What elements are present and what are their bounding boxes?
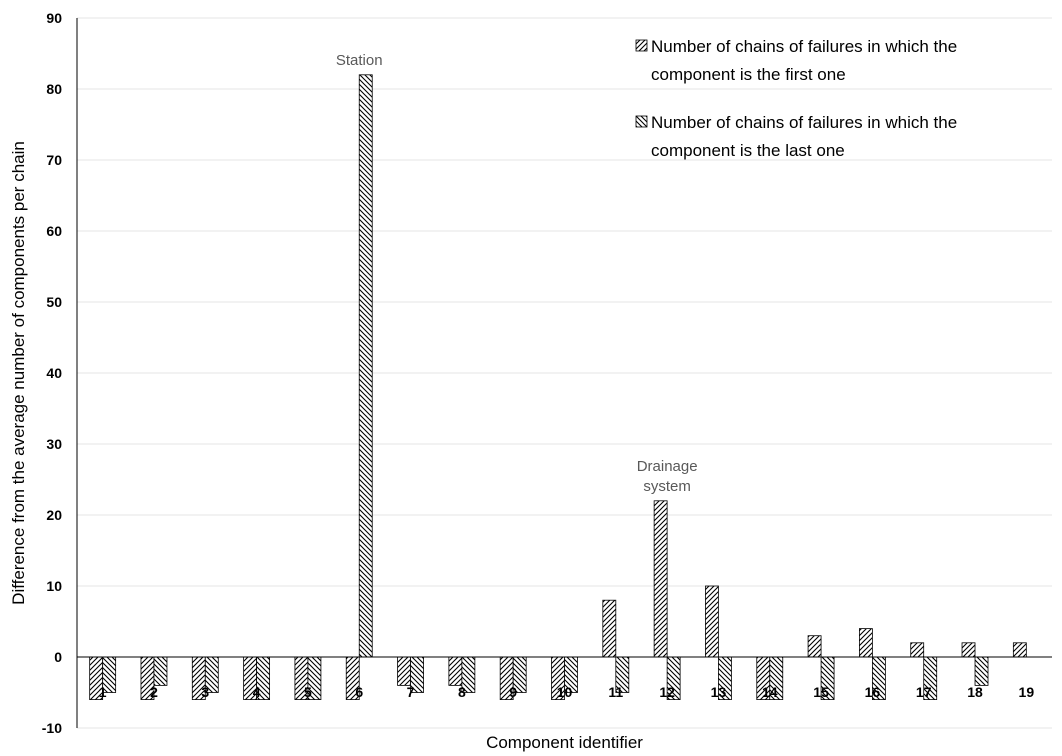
x-tick-label: 11	[608, 684, 623, 700]
bars	[89, 74, 1027, 700]
y-tick-label: -10	[42, 720, 62, 736]
x-tick-label: 14	[762, 684, 778, 700]
legend-label-1: component is the first one	[651, 65, 846, 84]
axes	[76, 18, 1052, 728]
x-tick-label: 13	[711, 684, 727, 700]
y-tick-label: 10	[46, 578, 62, 594]
legend-label-2: component is the last one	[651, 141, 845, 160]
y-tick-label: 80	[46, 81, 62, 97]
annotations: Station Drainage system	[336, 52, 698, 495]
x-tick-label: 12	[659, 684, 675, 700]
x-tick-label: 4	[253, 684, 261, 700]
bar-series-1-15	[807, 635, 822, 658]
legend-label-1: Number of chains of failures in which th…	[651, 37, 957, 56]
x-tick-label: 3	[201, 684, 209, 700]
x-tick-label: 9	[509, 684, 517, 700]
legend-swatch-2	[635, 115, 648, 128]
x-tick-label: 16	[865, 684, 881, 700]
y-axis-title: Difference from the average number of co…	[9, 141, 28, 605]
y-tick-label: 20	[46, 507, 62, 523]
bar-series-1-12	[653, 500, 668, 658]
bar-series-1-8	[448, 656, 463, 686]
x-tick-labels: 1 2 3 4 5 6 7 8 9 10 11 12 13 14 15 16 17 18 19	[99, 684, 1035, 700]
x-tick-label: 17	[916, 684, 932, 700]
x-tick-label: 15	[813, 684, 829, 700]
annotation-label: system	[643, 478, 691, 495]
bar-series-1-7	[397, 656, 411, 686]
bar-series-1-17	[910, 642, 925, 658]
y-tick-label: 0	[54, 649, 62, 665]
legend-label-2: Number of chains of failures in which th…	[651, 113, 957, 132]
bar-series-1-16	[858, 628, 873, 658]
y-tick-labels: -10 0 10 20 30 40 50 60 70 80 90	[42, 10, 62, 736]
x-tick-label: 7	[407, 684, 415, 700]
legend: Number of chains of failures in which th…	[635, 37, 957, 160]
x-tick-label: 8	[458, 684, 466, 700]
bar-series-1-11	[602, 599, 617, 658]
y-tick-label: 40	[46, 365, 62, 381]
annotation-label: Station	[336, 52, 383, 69]
y-tick-label: 70	[46, 152, 62, 168]
legend-swatch-1	[635, 39, 648, 52]
bar-series-2-2	[153, 656, 168, 686]
y-tick-label: 60	[46, 223, 62, 239]
bar-series-2-18	[974, 656, 989, 686]
x-tick-label: 2	[150, 684, 158, 700]
bar-series-1-18	[961, 642, 976, 658]
x-tick-label: 18	[967, 684, 983, 700]
x-axis-title: Component identifier	[486, 733, 643, 752]
x-tick-label: 5	[304, 684, 312, 700]
x-tick-label: 19	[1019, 684, 1035, 700]
y-tick-label: 90	[46, 10, 62, 26]
y-tick-label: 30	[46, 436, 62, 452]
annotation-label: Drainage	[637, 458, 698, 475]
y-tick-label: 50	[46, 294, 62, 310]
x-tick-label: 1	[99, 684, 107, 700]
bar-series-2-6	[358, 74, 373, 658]
bar-series-1-19	[1012, 642, 1027, 658]
gridlines	[77, 17, 1052, 729]
x-tick-label: 6	[355, 684, 363, 700]
bar-series-1-13	[705, 585, 719, 658]
x-tick-label: 10	[557, 684, 573, 700]
